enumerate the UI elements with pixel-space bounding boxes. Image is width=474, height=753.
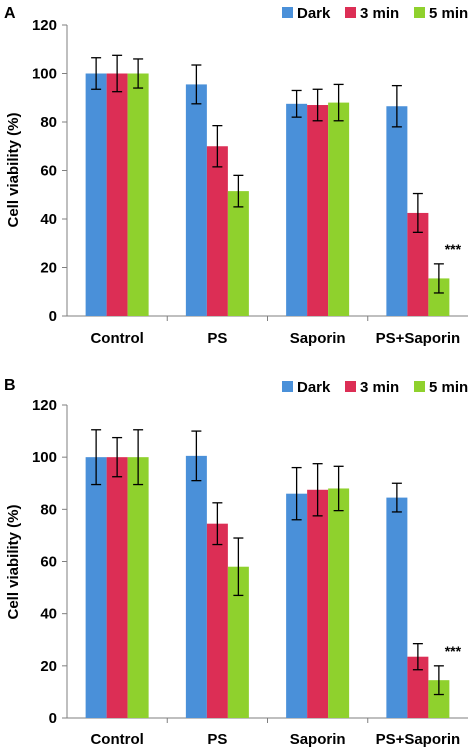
x-category-label: Saporin [290, 731, 346, 748]
y-tick-label: 20 [40, 658, 57, 675]
bar-dark [185, 455, 207, 718]
y-tick-label: 100 [32, 449, 57, 466]
significance-annotation: *** [445, 643, 462, 659]
bar-dark [185, 84, 207, 316]
legend-label: Dark [297, 5, 331, 22]
bar-5-min [227, 191, 249, 316]
bar-3-min [206, 523, 228, 718]
bar-3-min [206, 146, 228, 316]
bar-5-min [328, 102, 350, 316]
y-tick-label: 40 [40, 606, 57, 623]
y-tick-label: 60 [40, 163, 57, 180]
y-tick-label: 100 [32, 66, 57, 83]
y-tick-label: 40 [40, 211, 57, 228]
x-category-label: Control [90, 330, 143, 347]
panel-letter: B [4, 377, 16, 394]
legend-label: 5 min [429, 379, 468, 396]
bar-5-min [227, 566, 249, 718]
x-category-label: PS [207, 731, 227, 748]
bar-5-min [428, 680, 450, 718]
legend-label: Dark [297, 379, 331, 396]
bar-dark [286, 493, 308, 718]
bar-5-min [428, 278, 450, 316]
panel-letter: A [4, 5, 16, 22]
y-tick-label: 80 [40, 114, 57, 131]
bar-3-min [307, 105, 329, 317]
chart-panel-a: A Cell viability (%) 0 20 40 60 80 100 120 Contro… [4, 5, 468, 347]
bar-5-min [127, 73, 149, 316]
y-tick-label: 0 [49, 308, 57, 325]
significance-annotation: *** [445, 241, 462, 257]
legend-label: 5 min [429, 5, 468, 22]
bar-5-min [127, 457, 149, 718]
bar-dark [85, 457, 107, 718]
bar-3-min [307, 489, 329, 718]
bar-5-min [328, 488, 350, 718]
y-tick-label: 120 [32, 397, 57, 414]
bar-3-min [106, 457, 128, 718]
x-category-label: PS [207, 330, 227, 347]
legend-swatch [345, 7, 356, 18]
bar-3-min [106, 73, 128, 316]
bar-dark [386, 497, 408, 718]
bar-dark [386, 106, 408, 316]
y-tick-label: 60 [40, 554, 57, 571]
legend-swatch [282, 7, 293, 18]
y-axis-label: Cell viability (%) [5, 112, 22, 227]
y-tick-label: 80 [40, 501, 57, 518]
y-axis-label: Cell viability (%) [5, 504, 22, 619]
bar-dark [85, 73, 107, 316]
legend-swatch [414, 7, 425, 18]
legend-label: 3 min [360, 379, 399, 396]
legend-swatch [345, 381, 356, 392]
chart-panel-b: B Cell viability (%) 0 20 40 60 80 100 120 Contro… [4, 377, 468, 748]
x-category-label: Saporin [290, 330, 346, 347]
x-category-label: PS+Saporin [376, 330, 461, 347]
legend-swatch [414, 381, 425, 392]
y-tick-label: 20 [40, 260, 57, 277]
bar-3-min [407, 656, 429, 718]
bar-dark [286, 103, 308, 316]
x-category-label: Control [90, 731, 143, 748]
bar-3-min [407, 212, 429, 316]
x-category-label: PS+Saporin [376, 731, 461, 748]
legend-swatch [282, 381, 293, 392]
legend-label: 3 min [360, 5, 399, 22]
y-tick-label: 120 [32, 17, 57, 34]
y-tick-label: 0 [49, 710, 57, 727]
